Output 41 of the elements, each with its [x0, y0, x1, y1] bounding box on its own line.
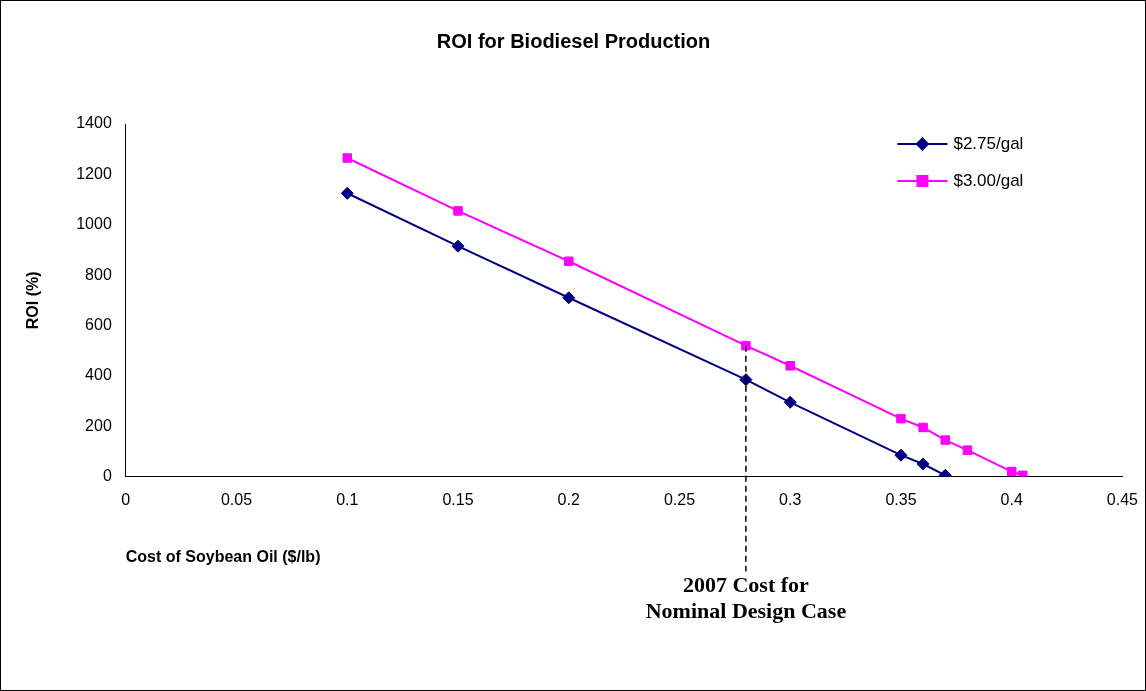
ref-line-label: 2007 Cost for Nominal Design Case: [645, 572, 847, 624]
point: [896, 413, 906, 424]
point: [916, 457, 930, 471]
y-tick-label: 600: [85, 315, 112, 333]
point: [940, 435, 950, 445]
x-tick-label: 0.3: [779, 490, 802, 508]
point: [894, 448, 908, 462]
y-axis-title: ROI (%): [24, 271, 42, 330]
x-tick-label: 0.35: [885, 490, 917, 508]
point: [783, 395, 797, 409]
legend-label: $2.75/gal: [953, 133, 1024, 153]
point: [1018, 470, 1028, 477]
point: [562, 291, 576, 305]
y-tick-label: 400: [85, 366, 112, 384]
x-tick-label: 0.15: [442, 490, 474, 508]
point: [918, 422, 928, 433]
y-tick-label: 0: [102, 467, 112, 485]
point: [785, 361, 795, 371]
point: [340, 186, 354, 200]
x-tick-label: 0: [121, 490, 131, 508]
legend-label: $3.00/gal: [953, 170, 1024, 190]
point: [962, 445, 973, 455]
x-axis-title: Cost of Soybean Oil ($/lb): [125, 547, 321, 565]
point: [451, 239, 465, 253]
y-tick-label: 1400: [76, 114, 112, 132]
y-tick-label: 800: [85, 265, 112, 283]
point: [1006, 466, 1017, 477]
x-tick-label: 0.45: [1106, 490, 1139, 508]
point: [342, 153, 353, 163]
y-tick-label: 200: [85, 416, 112, 434]
y-tick-label: 1200: [76, 164, 112, 182]
point: [741, 340, 751, 351]
x-tick-label: 0.05: [220, 490, 253, 508]
point: [564, 256, 574, 267]
x-tick-label: 0.2: [557, 490, 580, 508]
point: [453, 206, 463, 216]
x-tick-label: 0.25: [663, 490, 696, 508]
x-tick-label: 0.1: [336, 490, 359, 508]
x-tick-label: 0.4: [1000, 490, 1023, 508]
y-tick-label: 1000: [76, 215, 112, 233]
chart-title: ROI for Biodiesel Production: [436, 29, 711, 52]
